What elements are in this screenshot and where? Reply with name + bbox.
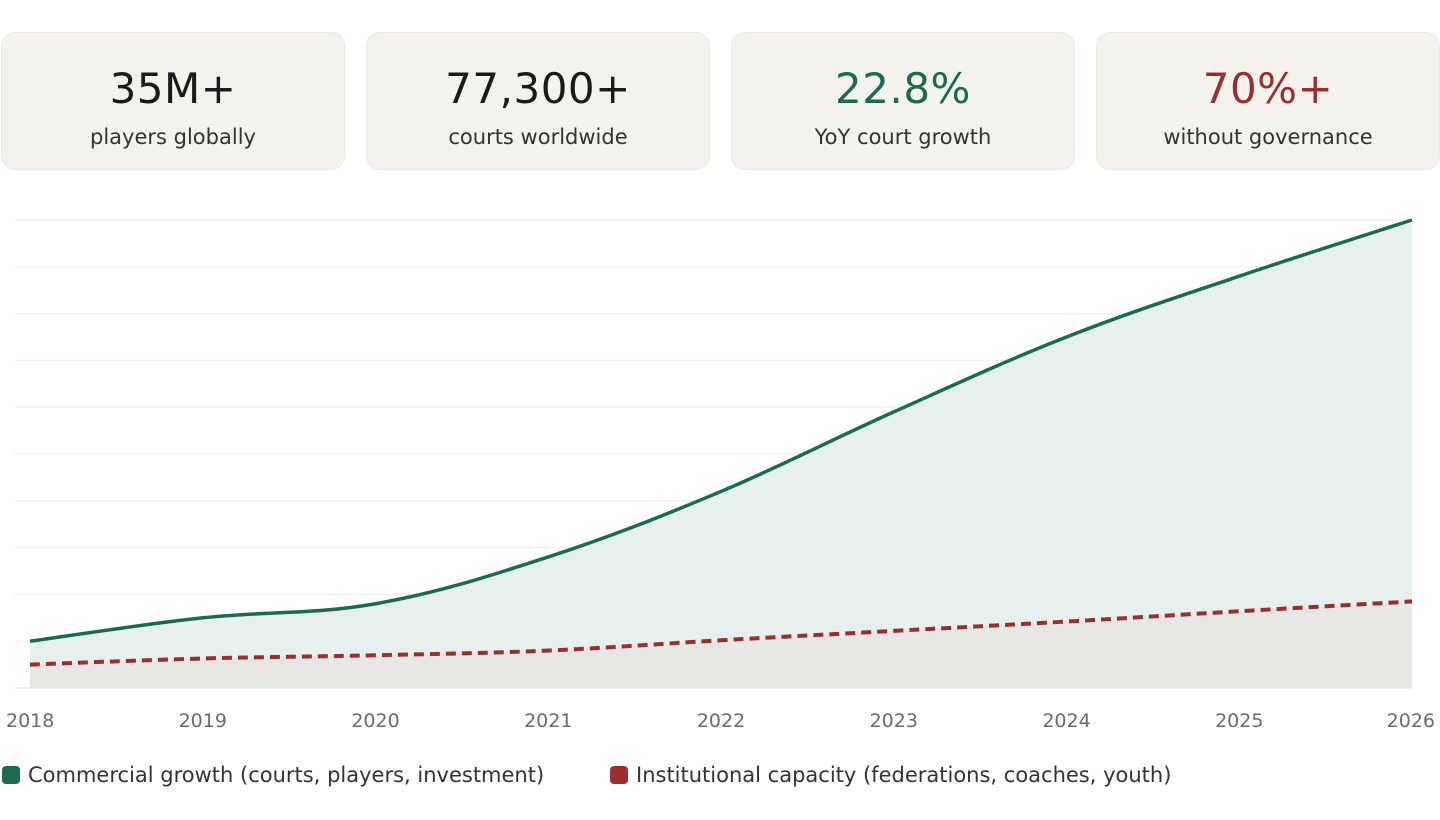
x-axis-ticks: 2018 2019 2020 2021 2022 2023 2024 2025 2026 <box>6 710 1435 732</box>
chart-legend: Commercial growth (courts, players, inve… <box>0 758 1440 792</box>
stat-value-courts: 77,300+ <box>445 64 631 113</box>
stats-row: 35M+ players globally 77,300+ courts wor… <box>0 32 1440 172</box>
legend-item-commercial: Commercial growth (courts, players, inve… <box>2 758 544 792</box>
x-tick-label: 2026 <box>1387 710 1435 732</box>
x-tick-label: 2019 <box>179 710 227 732</box>
x-tick-label: 2025 <box>1215 710 1263 732</box>
stat-label-courts: courts worldwide <box>448 125 628 149</box>
legend-item-institutional: Institutional capacity (federations, coa… <box>610 758 1171 792</box>
line-institutional <box>29 599 1413 667</box>
x-tick-label: 2022 <box>697 710 745 732</box>
x-tick-label: 2021 <box>524 710 572 732</box>
chart-lines <box>29 218 1413 667</box>
x-tick-label: 2024 <box>1042 710 1090 732</box>
stat-card-governance: 70%+ without governance <box>1096 32 1440 170</box>
legend-label-commercial: Commercial growth (courts, players, inve… <box>28 763 545 787</box>
growth-chart: 2018 2019 2020 2021 2022 2023 2024 2025 2026 <box>0 200 1440 750</box>
chart-canvas: 2018 2019 2020 2021 2022 2023 2024 2025 2026 <box>6 218 1435 732</box>
stat-card-players: 35M+ players globally <box>1 32 345 170</box>
legend-label-institutional: Institutional capacity (federations, coa… <box>636 763 1172 787</box>
x-tick-label: 2020 <box>351 710 399 732</box>
line-commercial <box>29 218 1413 643</box>
stat-value-players: 35M+ <box>109 64 237 113</box>
legend-swatch-commercial <box>2 766 20 784</box>
stat-label-players: players globally <box>90 125 256 149</box>
x-tick-label: 2018 <box>6 710 54 732</box>
stat-label-governance: without governance <box>1163 125 1373 149</box>
x-tick-label: 2023 <box>870 710 918 732</box>
area-institutional <box>30 601 1412 688</box>
stat-value-governance: 70%+ <box>1202 64 1334 113</box>
stat-label-growth: YoY court growth <box>814 125 992 149</box>
stat-card-growth: 22.8% YoY court growth <box>731 32 1075 170</box>
stat-value-growth: 22.8% <box>835 64 971 113</box>
stat-card-courts: 77,300+ courts worldwide <box>366 32 710 170</box>
legend-swatch-institutional <box>610 766 628 784</box>
